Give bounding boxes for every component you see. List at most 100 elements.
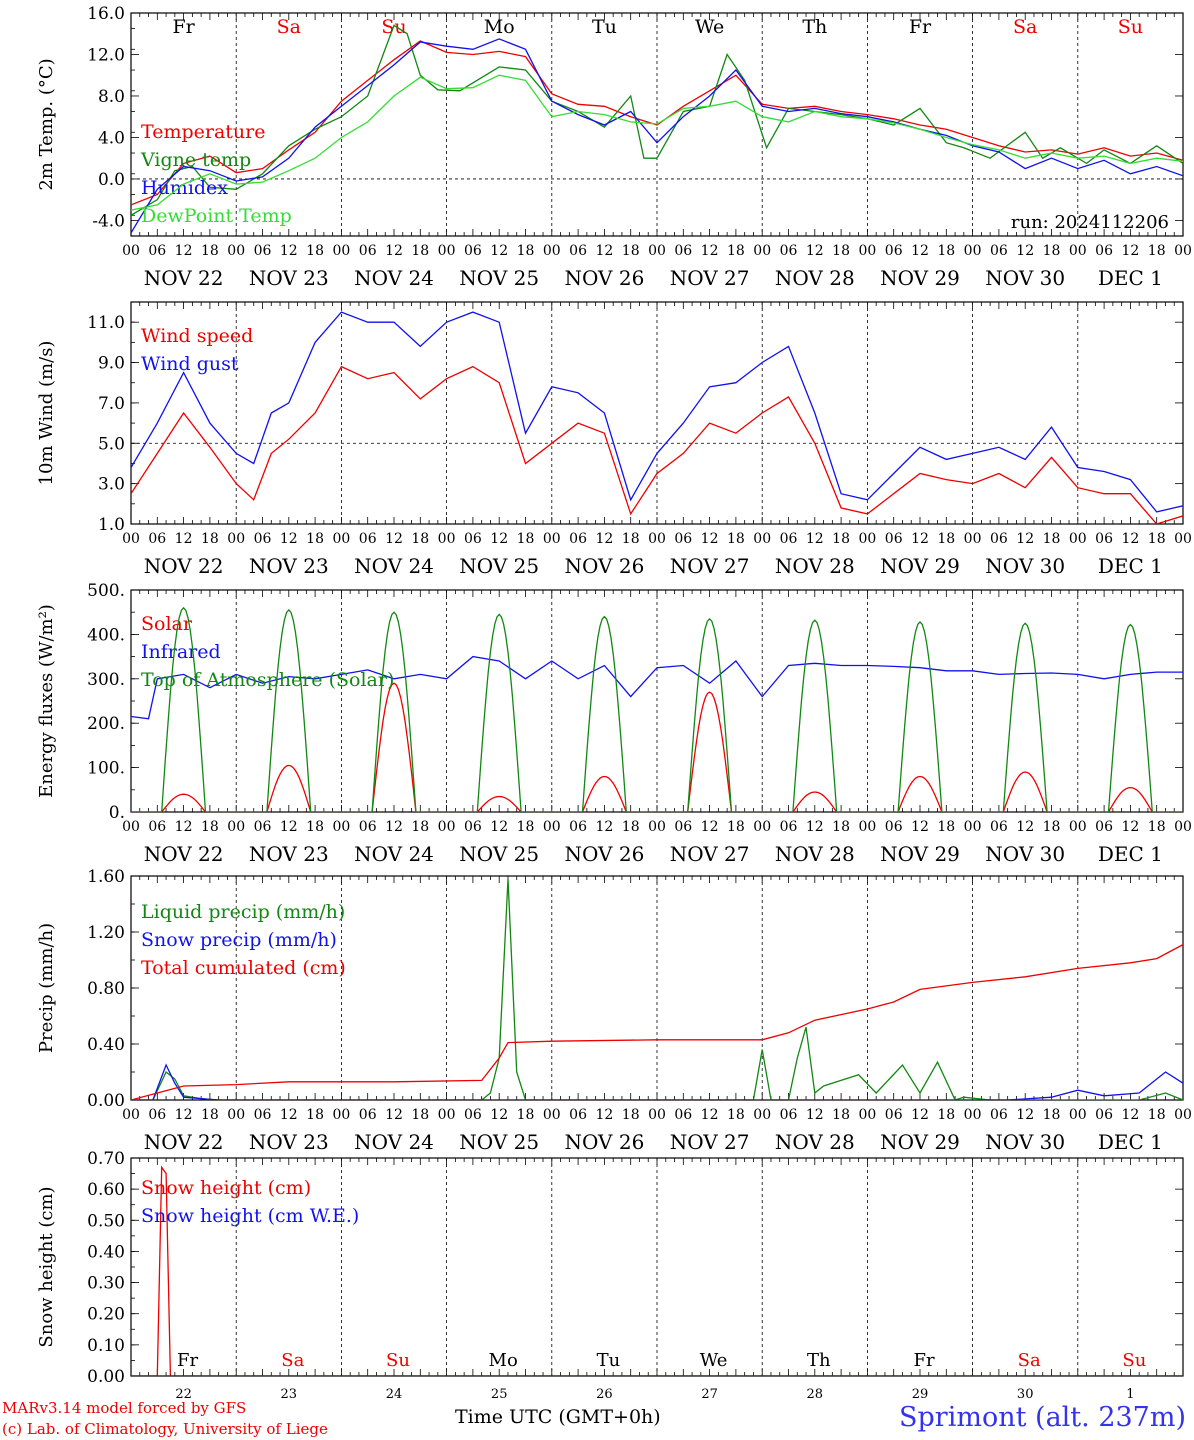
- y-tick-label: 8.0: [98, 87, 125, 107]
- hour-tick-label: 06: [780, 819, 798, 835]
- y-tick-label: 300.: [87, 670, 125, 690]
- series-line-humidex: [131, 38, 1183, 234]
- legend-entry: Snow height (cm): [141, 1177, 311, 1199]
- series-line-liquid-precip-mm-h-: [131, 878, 1183, 1100]
- weekday-label: Mo: [489, 1350, 518, 1371]
- hour-tick-label: 00: [332, 819, 350, 835]
- credit-lab: (c) Lab. of Climatology, University of L…: [2, 1420, 328, 1438]
- series-line-top-of-atmosphere-solar-: [131, 606, 1183, 812]
- hour-tick-label: 00: [1174, 243, 1192, 259]
- date-label: NOV 28: [775, 266, 855, 290]
- date-label: NOV 24: [354, 1130, 434, 1154]
- hour-tick-label: 12: [385, 243, 403, 259]
- weekday-label: Sa: [281, 1350, 304, 1371]
- weekday-label: Th: [807, 1350, 831, 1371]
- hour-tick-label: 00: [964, 1107, 982, 1123]
- y-tick-label: 0.: [109, 803, 125, 823]
- hour-tick-label: 06: [359, 1107, 377, 1123]
- hour-tick-label: 12: [175, 531, 193, 547]
- hour-tick-label: 12: [175, 243, 193, 259]
- hour-tick-label: 06: [254, 531, 272, 547]
- station-name: Sprimont (alt. 237m): [899, 1402, 1186, 1433]
- series-line-dewpoint-temp: [131, 74, 1183, 211]
- hour-tick-label: 06: [148, 819, 166, 835]
- hour-tick-label: 06: [359, 819, 377, 835]
- hour-tick-label: 12: [1016, 531, 1034, 547]
- y-axis-label: Snow height (cm): [36, 1186, 57, 1347]
- hour-tick-label: 00: [438, 243, 456, 259]
- hour-tick-label: 12: [1016, 243, 1034, 259]
- hour-tick-label: 18: [411, 531, 429, 547]
- weekday-label: Su: [1118, 16, 1143, 38]
- hour-tick-label: 00: [1069, 531, 1087, 547]
- series-line-vigne-temp: [131, 24, 1183, 216]
- weekday-label: Mo: [484, 16, 515, 38]
- date-label: NOV 26: [565, 1130, 645, 1154]
- y-tick-label: 0.40: [87, 1035, 125, 1055]
- legend-entry: Temperature: [141, 121, 265, 143]
- date-label: DEC 1: [1098, 554, 1163, 578]
- y-tick-label: 7.0: [98, 394, 125, 414]
- hour-tick-label: 12: [385, 819, 403, 835]
- legend-entry: Snow height (cm W.E.): [141, 1205, 359, 1227]
- hour-tick-label: 00: [753, 1107, 771, 1123]
- hour-tick-label: 06: [148, 1107, 166, 1123]
- legend-entry: Infrared: [141, 641, 221, 663]
- hour-tick-label: 12: [595, 1107, 613, 1123]
- date-label: NOV 26: [565, 266, 645, 290]
- hour-tick-label: 18: [727, 243, 745, 259]
- hour-tick-label: 00: [543, 819, 561, 835]
- date-label: DEC 1: [1098, 266, 1163, 290]
- hour-tick-label: 00: [858, 1107, 876, 1123]
- hour-tick-label: 12: [280, 819, 298, 835]
- credit-model: MARv3.14 model forced by GFS: [2, 1399, 247, 1417]
- day-number-label: 22: [175, 1387, 192, 1402]
- hour-tick-label: 00: [122, 531, 140, 547]
- day-number-label: 30: [1017, 1387, 1034, 1402]
- weekday-label: Sa: [1013, 16, 1037, 38]
- y-tick-label: 5.0: [98, 434, 125, 454]
- date-label: NOV 22: [144, 1130, 224, 1154]
- hour-tick-label: 18: [832, 531, 850, 547]
- weekday-label: Fr: [172, 16, 195, 38]
- hour-tick-label: 18: [1148, 1107, 1166, 1123]
- date-label: NOV 29: [880, 842, 960, 866]
- hour-tick-label: 18: [832, 1107, 850, 1123]
- hour-tick-label: 06: [990, 1107, 1008, 1123]
- legend-entry: Total cumulated (cm): [141, 957, 346, 979]
- hour-tick-label: 06: [464, 243, 482, 259]
- hour-tick-label: 06: [148, 531, 166, 547]
- hour-tick-label: 12: [595, 819, 613, 835]
- date-label: NOV 27: [670, 554, 750, 578]
- hour-tick-label: 12: [701, 819, 719, 835]
- hour-tick-label: 00: [122, 243, 140, 259]
- series-line-snow-precip-mm-h-: [131, 1063, 1183, 1100]
- y-tick-label: 0.20: [87, 1305, 125, 1325]
- hour-tick-label: 06: [359, 531, 377, 547]
- hour-tick-label: 12: [911, 243, 929, 259]
- date-label: NOV 24: [354, 842, 434, 866]
- date-label: NOV 23: [249, 842, 329, 866]
- hour-tick-label: 18: [622, 531, 640, 547]
- hour-tick-label: 18: [727, 531, 745, 547]
- hour-tick-label: 18: [1043, 1107, 1061, 1123]
- hour-tick-label: 18: [937, 1107, 955, 1123]
- run-annotation: run: 2024112206: [1011, 212, 1169, 233]
- hour-tick-label: 06: [674, 819, 692, 835]
- y-axis-label: Energy fluxes (W/m²): [36, 604, 57, 798]
- hour-tick-label: 12: [490, 819, 508, 835]
- date-label: NOV 28: [775, 1130, 855, 1154]
- hour-tick-label: 06: [569, 819, 587, 835]
- y-tick-label: 200.: [87, 714, 125, 734]
- hour-tick-label: 18: [832, 819, 850, 835]
- hour-tick-label: 06: [1095, 243, 1113, 259]
- hour-tick-label: 06: [885, 1107, 903, 1123]
- legend-entry: Top of Atmosphere (Solar): [141, 669, 394, 691]
- hour-tick-label: 06: [885, 243, 903, 259]
- hour-tick-label: 06: [569, 531, 587, 547]
- hour-tick-label: 06: [990, 531, 1008, 547]
- hour-tick-label: 00: [964, 819, 982, 835]
- date-label: NOV 27: [670, 266, 750, 290]
- weekday-label: Fr: [913, 1350, 934, 1371]
